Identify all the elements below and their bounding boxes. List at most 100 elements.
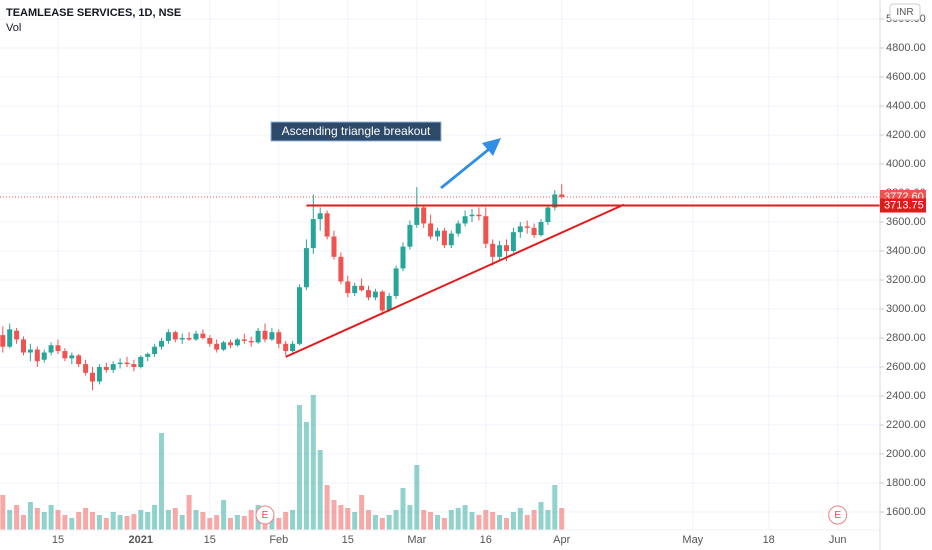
volume-bar — [545, 510, 551, 530]
volume-bar — [269, 515, 275, 530]
volume-bar — [524, 515, 530, 530]
candle-body — [462, 216, 468, 224]
volume-bar — [448, 510, 454, 530]
candle-body — [393, 268, 399, 296]
candle-body — [55, 345, 61, 352]
volume-bar — [359, 495, 365, 530]
candle-body — [400, 246, 406, 269]
volume-bar — [241, 516, 247, 530]
candle-body — [221, 342, 227, 350]
volume-bar — [55, 510, 61, 530]
candle-body — [165, 332, 171, 341]
y-tick-label: 3200.00 — [886, 274, 926, 286]
candle-body — [96, 367, 102, 382]
volume-legend: Vol — [6, 22, 21, 34]
event-marker — [255, 505, 275, 525]
grid — [0, 0, 880, 530]
volume-bar — [490, 512, 496, 530]
candle-body — [469, 214, 475, 217]
candle-body — [441, 230, 447, 246]
volume-bar — [21, 515, 26, 530]
candle-body — [255, 330, 261, 343]
volume-bar — [103, 518, 109, 530]
volume-bar — [228, 518, 233, 530]
volume-bar — [338, 505, 344, 530]
candle-body — [276, 332, 282, 344]
x-tick-label: 15 — [204, 534, 216, 546]
candle-body — [124, 362, 130, 365]
volume-bar — [352, 512, 358, 530]
x-tick-label: 18 — [763, 534, 775, 546]
volume-bar — [504, 518, 509, 530]
volume-bar — [372, 515, 378, 530]
y-tick-label: 4800.00 — [886, 42, 926, 54]
y-tick-label: 3600.00 — [886, 216, 926, 228]
candle-body — [504, 245, 509, 252]
candle-body — [290, 343, 296, 352]
volume-bar — [517, 508, 523, 530]
trendline — [285, 203, 625, 358]
volume-bar — [435, 515, 440, 530]
volume-bar — [407, 505, 413, 530]
candle-body — [510, 232, 516, 252]
candle-body — [110, 364, 116, 370]
volume-bar — [441, 518, 447, 530]
y-tick-label: 1600.00 — [886, 506, 926, 518]
volume-bar — [331, 500, 337, 530]
volume-bar — [152, 505, 158, 530]
volume-bar — [310, 395, 316, 530]
event-label: E — [262, 510, 269, 521]
candle-body — [366, 290, 371, 298]
volume-bar — [124, 516, 130, 530]
candle-body — [62, 351, 68, 359]
arrow — [440, 138, 501, 189]
currency-box[interactable] — [889, 3, 921, 21]
symbol-title: TEAMLEASE SERVICES, 1D, NSE — [6, 7, 181, 19]
horizontal-line-label: 3713.75 — [884, 199, 924, 211]
annotation-text: Ascending triangle breakout — [282, 124, 431, 138]
annotation: Ascending triangle breakout — [270, 121, 442, 142]
candle-body — [14, 330, 20, 340]
event-marker — [828, 505, 848, 525]
volume-bar — [14, 505, 20, 530]
volume-bar — [0, 495, 6, 530]
volume-bar — [248, 510, 254, 530]
volume-bar — [69, 518, 75, 530]
candle-body — [117, 362, 123, 365]
volume-bar — [497, 515, 503, 530]
candle-body — [103, 367, 109, 370]
horizontal-line-tag — [880, 198, 926, 213]
candle-body — [414, 207, 420, 225]
volume-bar — [476, 515, 482, 530]
volume-bar — [400, 488, 406, 530]
volume-bar — [317, 450, 323, 530]
volume-bar — [324, 485, 330, 530]
volume-bar — [34, 508, 40, 530]
candle-body — [352, 285, 358, 294]
volume-bar — [559, 508, 565, 530]
currency[interactable]: INR — [896, 7, 913, 18]
x-tick-label: Jun — [829, 534, 847, 546]
candle-body — [497, 245, 503, 257]
candle-body — [214, 343, 220, 350]
volume-bar — [83, 508, 89, 530]
candle-body — [0, 335, 6, 347]
volume-bar — [145, 512, 151, 530]
volume-bar — [552, 485, 558, 530]
y-tick-label: 4000.00 — [886, 158, 926, 170]
y-tick-label: 2800.00 — [886, 332, 926, 344]
volume-bar — [462, 505, 468, 530]
candle-body — [172, 332, 178, 340]
volume-bar — [428, 512, 434, 530]
candle-body — [552, 194, 558, 208]
volume-bar — [27, 502, 33, 530]
candle-body — [407, 224, 413, 247]
candle-body — [455, 223, 461, 234]
candle-body — [538, 222, 544, 236]
candle-body — [248, 340, 254, 343]
candle-body — [372, 291, 378, 298]
y-tick-label: 3400.00 — [886, 245, 926, 257]
candle-body — [297, 287, 302, 344]
candle-body — [517, 226, 523, 233]
